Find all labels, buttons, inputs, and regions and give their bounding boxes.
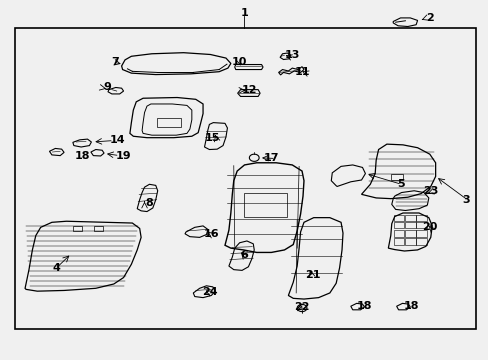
- Text: 5: 5: [396, 179, 404, 189]
- Bar: [405, 222, 415, 228]
- Text: 21: 21: [305, 270, 320, 280]
- Bar: [415, 230, 426, 237]
- Text: 23: 23: [422, 186, 438, 197]
- Text: 8: 8: [145, 198, 153, 208]
- Bar: [405, 215, 415, 221]
- Text: 1: 1: [240, 8, 248, 18]
- Bar: [393, 230, 404, 237]
- Bar: [94, 226, 103, 231]
- Text: 24: 24: [202, 287, 218, 297]
- Bar: [393, 215, 404, 221]
- Text: 10: 10: [231, 57, 247, 67]
- Bar: [415, 222, 426, 228]
- Bar: [73, 226, 81, 231]
- Bar: [405, 238, 415, 244]
- Text: 3: 3: [462, 195, 469, 205]
- Text: 2: 2: [425, 13, 433, 23]
- Bar: [390, 174, 402, 180]
- Text: 4: 4: [53, 263, 61, 273]
- Text: 6: 6: [240, 250, 248, 260]
- Text: 18: 18: [403, 301, 418, 311]
- Text: 17: 17: [263, 153, 279, 163]
- Bar: [244, 193, 287, 217]
- Text: 9: 9: [103, 82, 111, 93]
- Text: 15: 15: [204, 133, 220, 143]
- Text: 18: 18: [75, 150, 90, 161]
- Text: 13: 13: [284, 50, 299, 60]
- Bar: [405, 230, 415, 237]
- Text: 22: 22: [294, 302, 309, 312]
- Text: 20: 20: [421, 222, 437, 232]
- Text: 18: 18: [355, 301, 371, 311]
- Text: 11: 11: [294, 67, 309, 77]
- Text: 14: 14: [110, 135, 125, 145]
- Text: 19: 19: [116, 150, 131, 161]
- Text: 7: 7: [111, 57, 119, 67]
- Text: 12: 12: [241, 85, 257, 95]
- Text: 16: 16: [203, 229, 219, 239]
- Bar: [415, 238, 426, 244]
- Bar: [415, 215, 426, 221]
- Bar: [393, 222, 404, 228]
- Bar: [15, 28, 475, 329]
- Bar: [157, 118, 181, 127]
- Bar: [393, 238, 404, 244]
